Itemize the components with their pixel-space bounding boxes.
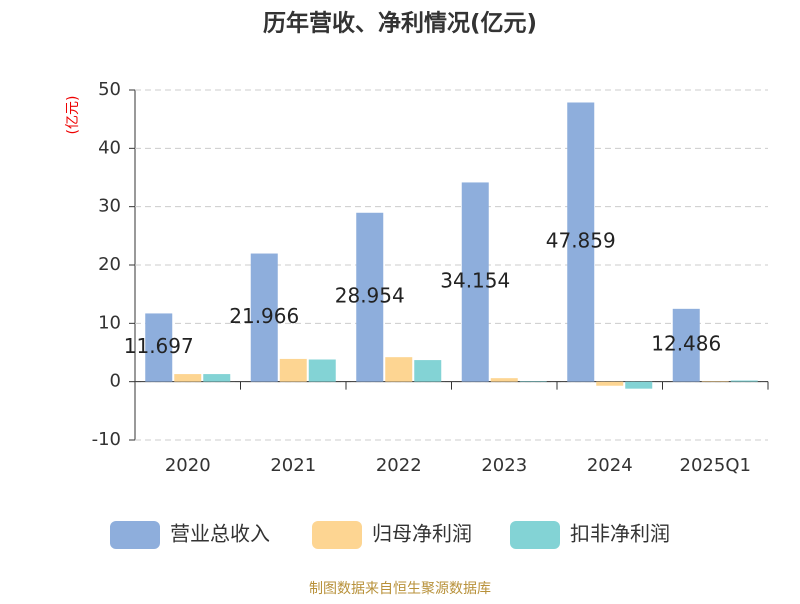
bar <box>250 253 278 382</box>
x-tick-label: 2022 <box>376 455 422 476</box>
bar <box>145 313 173 382</box>
bar <box>203 374 231 382</box>
bar <box>385 357 413 382</box>
legend-swatch <box>312 521 362 549</box>
x-tick-label: 2020 <box>165 455 211 476</box>
bar <box>701 381 729 382</box>
x-tick-label: 2025Q1 <box>680 455 751 476</box>
legend-swatch <box>510 521 560 549</box>
bar <box>625 381 653 389</box>
data-label: 34.154 <box>440 269 510 293</box>
y-tick-label: 40 <box>98 137 121 158</box>
y-axis-label: (亿元) <box>65 96 81 135</box>
y-tick-label: 20 <box>98 254 121 275</box>
data-label: 47.859 <box>546 229 616 253</box>
bar <box>519 381 547 382</box>
bar <box>461 182 489 382</box>
source-note: 制图数据来自恒生聚源数据库 <box>309 581 491 597</box>
data-label: 11.697 <box>124 334 194 358</box>
bar <box>414 360 442 382</box>
bar <box>672 308 700 382</box>
bar <box>174 374 202 382</box>
y-tick-label: 30 <box>98 196 121 217</box>
data-label: 12.486 <box>651 332 721 356</box>
y-tick-label: 0 <box>110 371 121 392</box>
bar <box>308 359 336 382</box>
data-label: 28.954 <box>335 284 405 308</box>
legend-label: 扣非净利润 <box>570 522 670 546</box>
y-tick-label: 50 <box>98 79 121 100</box>
x-tick-label: 2023 <box>481 455 527 476</box>
chart-title: 历年营收、净利情况(亿元) <box>263 10 537 37</box>
legend-label: 营业总收入 <box>170 522 270 546</box>
x-tick-label: 2024 <box>587 455 633 476</box>
bar <box>279 358 307 382</box>
x-tick-label: 2021 <box>270 455 316 476</box>
bar <box>490 378 518 382</box>
bar <box>356 212 384 382</box>
legend-swatch <box>110 521 160 549</box>
bar <box>596 381 624 386</box>
legend-label: 归母净利润 <box>372 522 472 546</box>
bar <box>730 380 758 382</box>
y-tick-label: 10 <box>98 312 121 333</box>
data-label: 21.966 <box>229 304 299 328</box>
y-tick-label: -10 <box>92 429 121 450</box>
bar <box>567 102 595 382</box>
